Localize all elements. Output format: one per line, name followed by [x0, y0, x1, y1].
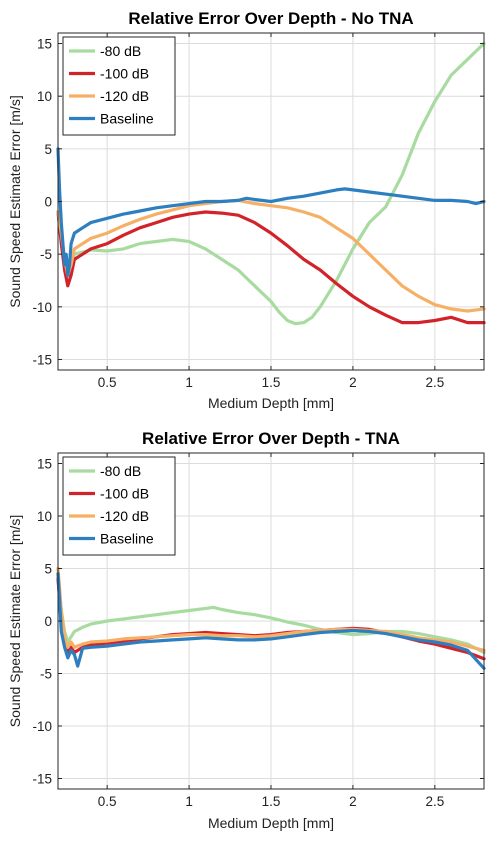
x-tick-label: 1: [185, 375, 193, 390]
y-tick-label: -5: [40, 247, 52, 262]
y-tick-label: -10: [32, 300, 52, 315]
y-axis-label: Sound Speed Estimate Error [m/s]: [7, 515, 23, 727]
legend-label: -100 dB: [100, 486, 149, 502]
x-tick-label: 1.5: [262, 794, 281, 809]
chart-title: Relative Error Over Depth - TNA: [142, 429, 400, 448]
x-axis-label: Medium Depth [mm]: [208, 395, 334, 411]
y-tick-label: -15: [32, 352, 52, 367]
series-line-80db: [56, 577, 486, 655]
series-line-120db: [56, 566, 486, 652]
series-line-baseline: [56, 572, 486, 670]
y-tick-label: -10: [32, 719, 52, 734]
y-tick-label: -5: [40, 667, 52, 682]
legend-label: -120 dB: [100, 88, 149, 104]
y-tick-label: 5: [44, 142, 52, 157]
x-tick-label: 2.5: [425, 794, 444, 809]
legend: -80 dB -100 dB -120 dB Baseline: [62, 36, 176, 136]
legend-label: Baseline: [100, 531, 154, 547]
y-tick-label: -15: [32, 772, 52, 787]
x-tick-label: 1: [185, 794, 193, 809]
y-tick-label: 10: [37, 509, 52, 524]
x-tick-label: 1.5: [262, 375, 281, 390]
legend: -80 dB -100 dB -120 dB Baseline: [62, 456, 176, 556]
y-tick-label: 0: [44, 195, 52, 210]
x-tick-label: 2: [349, 375, 357, 390]
series-line-baseline: [56, 147, 486, 277]
chart-panel-1: 0.5 1 1.5 2 2.5 -15 -10 -5 0 5 10 15 Relative Error …: [7, 9, 486, 411]
x-axis-label: Medium Depth [mm]: [208, 815, 334, 831]
series-line-100db: [56, 210, 486, 325]
y-tick-label: 15: [37, 457, 52, 472]
chart-panel-2: 0.5 1 1.5 2 2.5 -15 -10 -5 0 5 10 15 Relative Error …: [7, 429, 486, 831]
y-tick-label: 5: [44, 562, 52, 577]
legend-label: -120 dB: [100, 508, 149, 524]
x-tick-label: 2.5: [425, 375, 444, 390]
legend-label: -80 dB: [100, 43, 141, 59]
x-tick-label: 0.5: [98, 794, 117, 809]
y-tick-label: 15: [37, 37, 52, 52]
legend-label: -100 dB: [100, 66, 149, 82]
x-tick-label: 0.5: [98, 375, 117, 390]
y-tick-label: 10: [37, 89, 52, 104]
chart-title: Relative Error Over Depth - No TNA: [128, 9, 413, 28]
x-tick-label: 2: [349, 794, 357, 809]
y-axis-label: Sound Speed Estimate Error [m/s]: [7, 95, 23, 307]
legend-label: Baseline: [100, 111, 154, 127]
y-tick-label: 0: [44, 614, 52, 629]
legend-label: -80 dB: [100, 463, 141, 479]
